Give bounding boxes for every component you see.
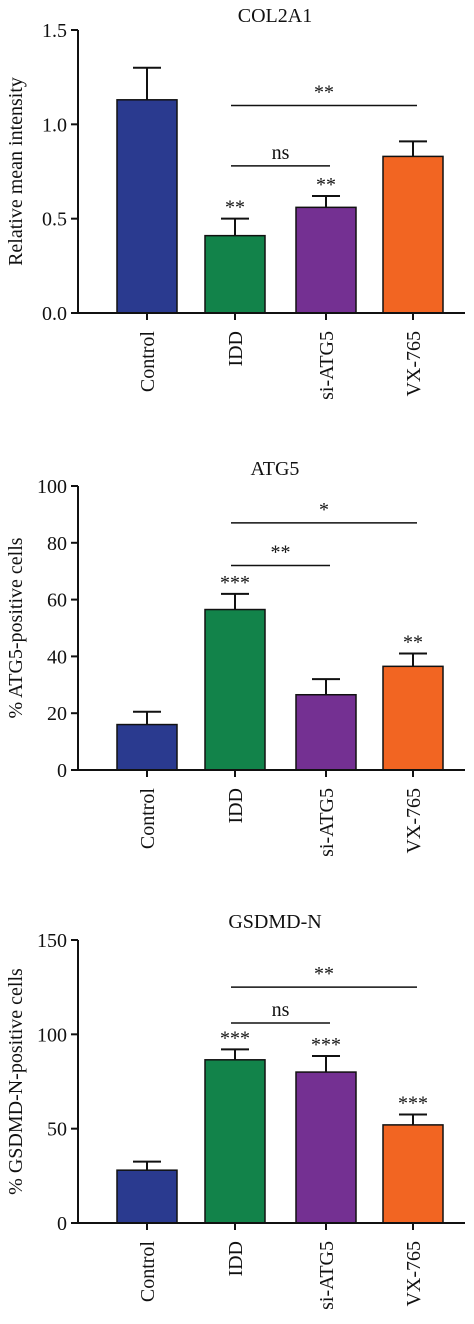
x-tick-label: Control (137, 788, 159, 850)
y-tick-label: 80 (47, 533, 67, 555)
comparison-label: ** (314, 81, 334, 103)
y-axis-label: % GSDMD-N-positive cells (5, 968, 27, 1195)
y-tick-label: 100 (37, 476, 67, 498)
x-tick-label: IDD (225, 331, 247, 367)
x-tick-label: si-ATG5 (316, 788, 338, 857)
bar-idd (204, 234, 266, 314)
significance-label: *** (311, 1034, 341, 1056)
significance-label: *** (220, 1027, 250, 1049)
chart-title: ATG5 (251, 458, 300, 480)
bar-control (116, 99, 178, 314)
x-tick-label: VX-765 (403, 1241, 425, 1307)
bar-vx-765 (382, 665, 444, 771)
y-tick-label: 0.5 (42, 209, 67, 231)
x-tick-label: Control (137, 331, 159, 393)
comparison-label: * (319, 499, 329, 521)
y-tick-label: 1.0 (42, 114, 67, 136)
y-tick-label: 20 (47, 703, 67, 725)
y-axis-label: % ATG5-positive cells (5, 537, 27, 718)
x-tick-label: IDD (225, 788, 247, 824)
bar-control (116, 723, 178, 771)
bar-si-atg5 (295, 206, 357, 314)
bar-idd (204, 608, 266, 771)
significance-label: ** (316, 174, 336, 196)
chart-title: GSDMD-N (228, 911, 321, 933)
comparison-label: ** (314, 963, 334, 985)
bar-vx-765 (382, 155, 444, 314)
x-tick-label: Control (137, 1241, 159, 1303)
significance-label: *** (398, 1093, 428, 1115)
comparison-label: ns (272, 142, 290, 164)
chart-title: COL2A1 (238, 5, 312, 27)
x-tick-label: VX-765 (403, 331, 425, 397)
y-tick-label: 50 (47, 1119, 67, 1141)
bar-control (116, 1169, 178, 1224)
gsdmd-n-chart: GSDMD-N % GSDMD-N-positive cells Control **… (5, 911, 465, 1310)
y-axis-label: Relative mean intensity (5, 77, 27, 266)
significance-label: *** (220, 572, 250, 594)
x-tick-label: si-ATG5 (316, 331, 338, 400)
y-tick-label: 0.0 (42, 303, 67, 325)
y-tick-label: 40 (47, 646, 67, 668)
comparison-label: ** (271, 542, 291, 564)
x-tick-label: si-ATG5 (316, 1241, 338, 1310)
y-tick-label: 0 (57, 760, 67, 782)
significance-label: ** (225, 197, 245, 219)
col2a1-chart: COL2A1 Relative mean intensity Control ** ID… (5, 5, 465, 400)
comparison-label: ns (272, 999, 290, 1021)
bar-si-atg5 (295, 1071, 357, 1224)
significance-label: ** (403, 632, 423, 654)
x-tick-label: IDD (225, 1241, 247, 1277)
y-tick-label: 1.5 (42, 20, 67, 42)
x-tick-label: VX-765 (403, 788, 425, 854)
y-tick-label: 0 (57, 1213, 67, 1235)
y-tick-label: 150 (37, 930, 67, 952)
bar-si-atg5 (295, 693, 357, 771)
bar-vx-765 (382, 1124, 444, 1224)
bar-idd (204, 1059, 266, 1224)
y-tick-label: 100 (37, 1024, 67, 1046)
y-tick-label: 60 (47, 590, 67, 612)
